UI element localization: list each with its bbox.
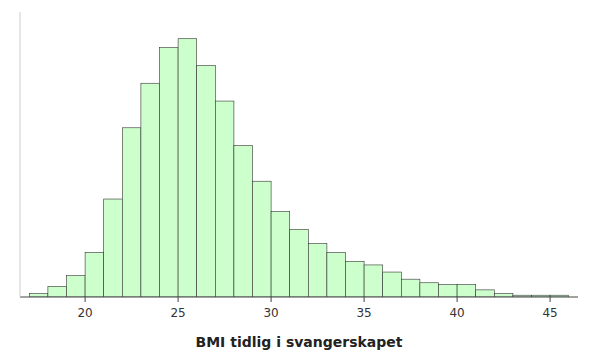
x-tick-label: 20 [77,306,92,320]
chart: 20 25 30 35 40 45 BMI tidlig i svangerskapet [0,0,592,361]
x-tick-label: 40 [449,306,464,320]
bar [271,212,290,298]
bar [104,199,123,297]
x-tick [178,297,179,302]
bar [308,244,327,297]
x-tick-label: 30 [263,306,278,320]
bar [327,252,346,297]
bar [67,276,86,297]
bar [234,146,253,297]
bar [290,229,309,297]
bars [29,39,568,297]
x-tick [271,297,272,302]
bar [457,285,476,297]
bar [401,279,420,297]
axes: 20 25 30 35 40 45 [20,12,578,320]
x-tick [85,297,86,302]
bar [346,261,365,297]
bar [48,286,67,297]
bar [494,293,513,297]
y-axis-line [20,12,21,297]
bar [215,101,234,297]
bar [476,290,495,297]
x-axis-label: BMI tidlig i svangerskapet [196,334,403,350]
x-tick [364,297,365,302]
bar [122,128,141,297]
bar [197,65,216,297]
bar [141,83,160,297]
bar [160,48,179,297]
bar [420,283,439,297]
bar [178,39,197,297]
bar [85,252,104,297]
x-tick-label: 25 [170,306,185,320]
bar [29,293,48,297]
x-axis-line [20,297,578,298]
x-tick-label: 35 [356,306,371,320]
bar [383,272,402,297]
bar [364,265,383,297]
x-tick-label: 45 [542,306,557,320]
bar [253,181,272,297]
x-tick [550,297,551,302]
x-tick [457,297,458,302]
bar [439,285,458,297]
